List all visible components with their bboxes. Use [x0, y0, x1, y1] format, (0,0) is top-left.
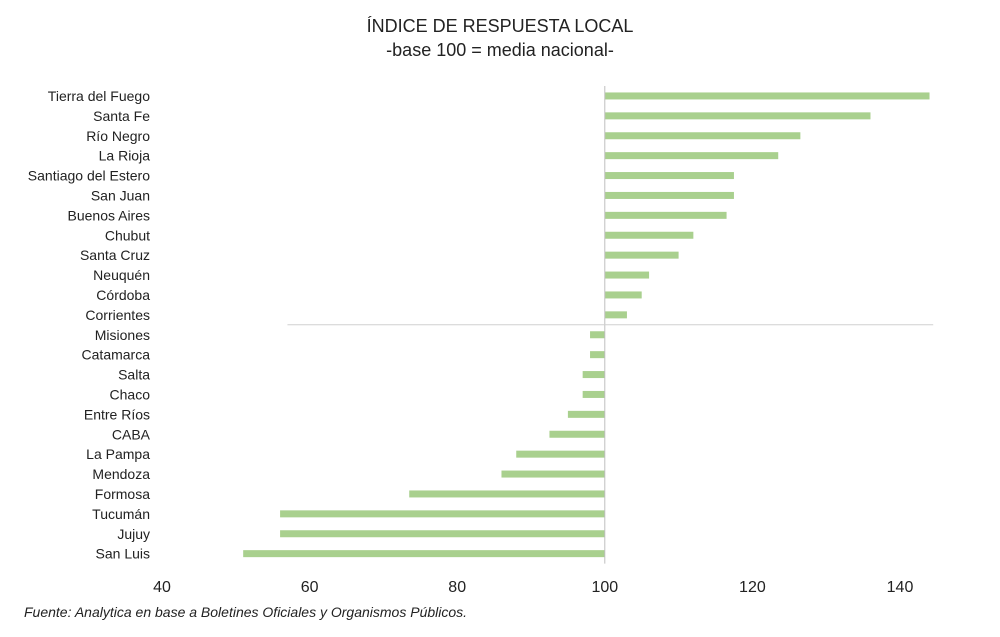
bar-6	[604, 211, 727, 219]
bar-16	[567, 410, 605, 418]
bar-5	[604, 191, 734, 199]
category-label: Chubut	[105, 227, 150, 243]
category-label: Santa Fe	[93, 108, 150, 124]
category-label: Formosa	[95, 486, 150, 502]
x-tick-label: 80	[448, 579, 466, 596]
bar-10	[604, 291, 642, 299]
category-label: San Luis	[96, 546, 150, 562]
x-tick-label: 120	[739, 579, 766, 596]
bar-12	[590, 331, 605, 339]
category-label: Entre Ríos	[84, 406, 150, 422]
category-label: Córdoba	[96, 287, 150, 303]
bar-14	[582, 371, 605, 379]
category-label: Tucumán	[92, 506, 150, 522]
bar-22	[280, 530, 605, 538]
bar-13	[590, 351, 605, 359]
category-label: La Rioja	[99, 148, 151, 164]
bar-8	[604, 251, 679, 259]
bar-9	[604, 271, 650, 279]
category-label: Corrientes	[85, 307, 150, 323]
category-label: Río Negro	[86, 128, 150, 144]
bar-4	[604, 172, 734, 180]
x-tick-label: 60	[301, 579, 319, 596]
category-label: Tierra del Fuego	[48, 88, 150, 104]
category-label: Chaco	[110, 386, 151, 402]
bar-7	[604, 231, 694, 239]
bar-11	[604, 311, 627, 319]
bar-18	[516, 450, 605, 458]
category-label: Jujuy	[117, 526, 150, 542]
bar-15	[582, 390, 605, 398]
category-label: Santa Cruz	[80, 247, 150, 263]
x-tick-label: 140	[887, 579, 914, 596]
bar-23	[243, 550, 605, 558]
category-label: Salta	[118, 367, 150, 383]
category-label: Misiones	[95, 327, 150, 343]
category-label: Neuquén	[93, 267, 150, 283]
category-label: Mendoza	[92, 466, 150, 482]
bar-17	[549, 430, 605, 438]
bar-19	[501, 470, 605, 478]
category-label: La Pampa	[86, 446, 150, 462]
category-label: Buenos Aires	[68, 207, 151, 223]
bar-3	[604, 152, 779, 160]
category-label: Santiago del Estero	[28, 168, 150, 184]
x-tick-label: 100	[591, 579, 618, 596]
bar-2	[604, 132, 801, 140]
bar-1	[604, 112, 871, 120]
bar-20	[409, 490, 605, 498]
source-note: Fuente: Analytica en base a Boletines Of…	[24, 604, 468, 620]
chart-title: ÍNDICE DE RESPUESTA LOCAL	[366, 16, 634, 36]
category-label: CABA	[112, 426, 151, 442]
bar-0	[604, 92, 930, 100]
category-label: Catamarca	[82, 347, 151, 363]
category-label: San Juan	[91, 187, 150, 203]
chart-subtitle: -base 100 = media nacional-	[386, 40, 614, 60]
bar-21	[280, 510, 605, 518]
x-tick-label: 40	[153, 579, 171, 596]
